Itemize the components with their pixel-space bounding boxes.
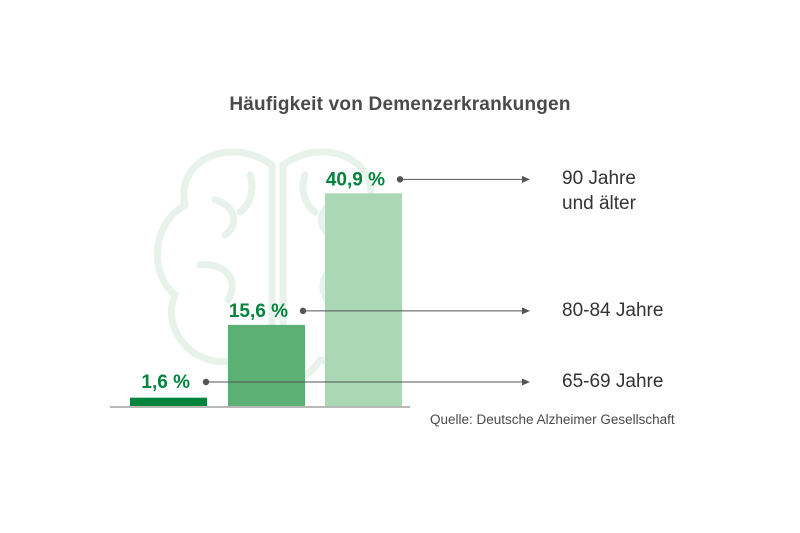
category-label-3-line-1: 90 Jahre (562, 168, 636, 190)
category-label-1: 65-69 Jahre (562, 369, 663, 394)
leader-arrowhead-3 (522, 175, 530, 183)
bar-3 (325, 193, 402, 406)
leader-arrowhead-1 (522, 378, 530, 386)
category-label-2: 80-84 Jahre (562, 298, 663, 323)
category-label-3: 90 Jahre und älter (562, 166, 636, 216)
category-label-3-line-2: und älter (562, 193, 636, 215)
value-label-3: 40,9 % (326, 169, 385, 190)
chart-title: Häufigkeit von Demenzerkrankungen (229, 94, 571, 115)
category-label-2-line-1: 80-84 Jahre (562, 299, 664, 321)
bar-2 (228, 324, 305, 406)
bar-1 (130, 397, 207, 406)
value-label-1: 1,6 % (141, 372, 190, 393)
leader-arrowhead-2 (522, 307, 530, 315)
value-label-2: 15,6 % (229, 301, 288, 322)
source-note: Quelle: Deutsche Alzheimer Gesellschaft (430, 412, 675, 427)
category-label-1-line-1: 65-69 Jahre (562, 371, 664, 392)
